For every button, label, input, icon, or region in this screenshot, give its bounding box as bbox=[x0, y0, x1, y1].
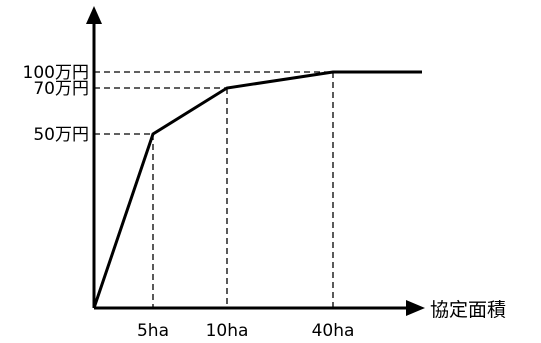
x-axis-arrow-icon bbox=[406, 300, 425, 316]
x-tick-label: 5ha bbox=[137, 321, 169, 341]
x-tick-labels: 5ha 10ha 40ha bbox=[137, 321, 354, 341]
series-line bbox=[92, 70, 422, 309]
x-axis-title: 協定面積 bbox=[430, 299, 506, 321]
y-tick-label: 70万円 bbox=[33, 79, 89, 99]
x-tick-label: 10ha bbox=[206, 321, 249, 341]
series-group bbox=[92, 70, 422, 309]
x-tick-label: 40ha bbox=[312, 321, 355, 341]
y-axis-arrow-icon bbox=[86, 6, 102, 24]
y-tick-label: 50万円 bbox=[33, 125, 89, 145]
guide-lines bbox=[94, 71, 334, 308]
y-tick-label: 100万円 bbox=[23, 63, 89, 83]
axes: 協定面積 bbox=[86, 6, 506, 321]
